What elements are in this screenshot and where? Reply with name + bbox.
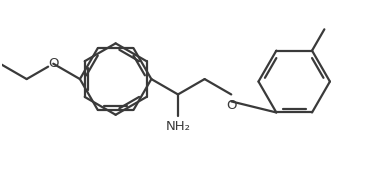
Text: O: O <box>48 57 59 70</box>
Text: NH₂: NH₂ <box>165 120 191 133</box>
Text: O: O <box>226 99 237 112</box>
